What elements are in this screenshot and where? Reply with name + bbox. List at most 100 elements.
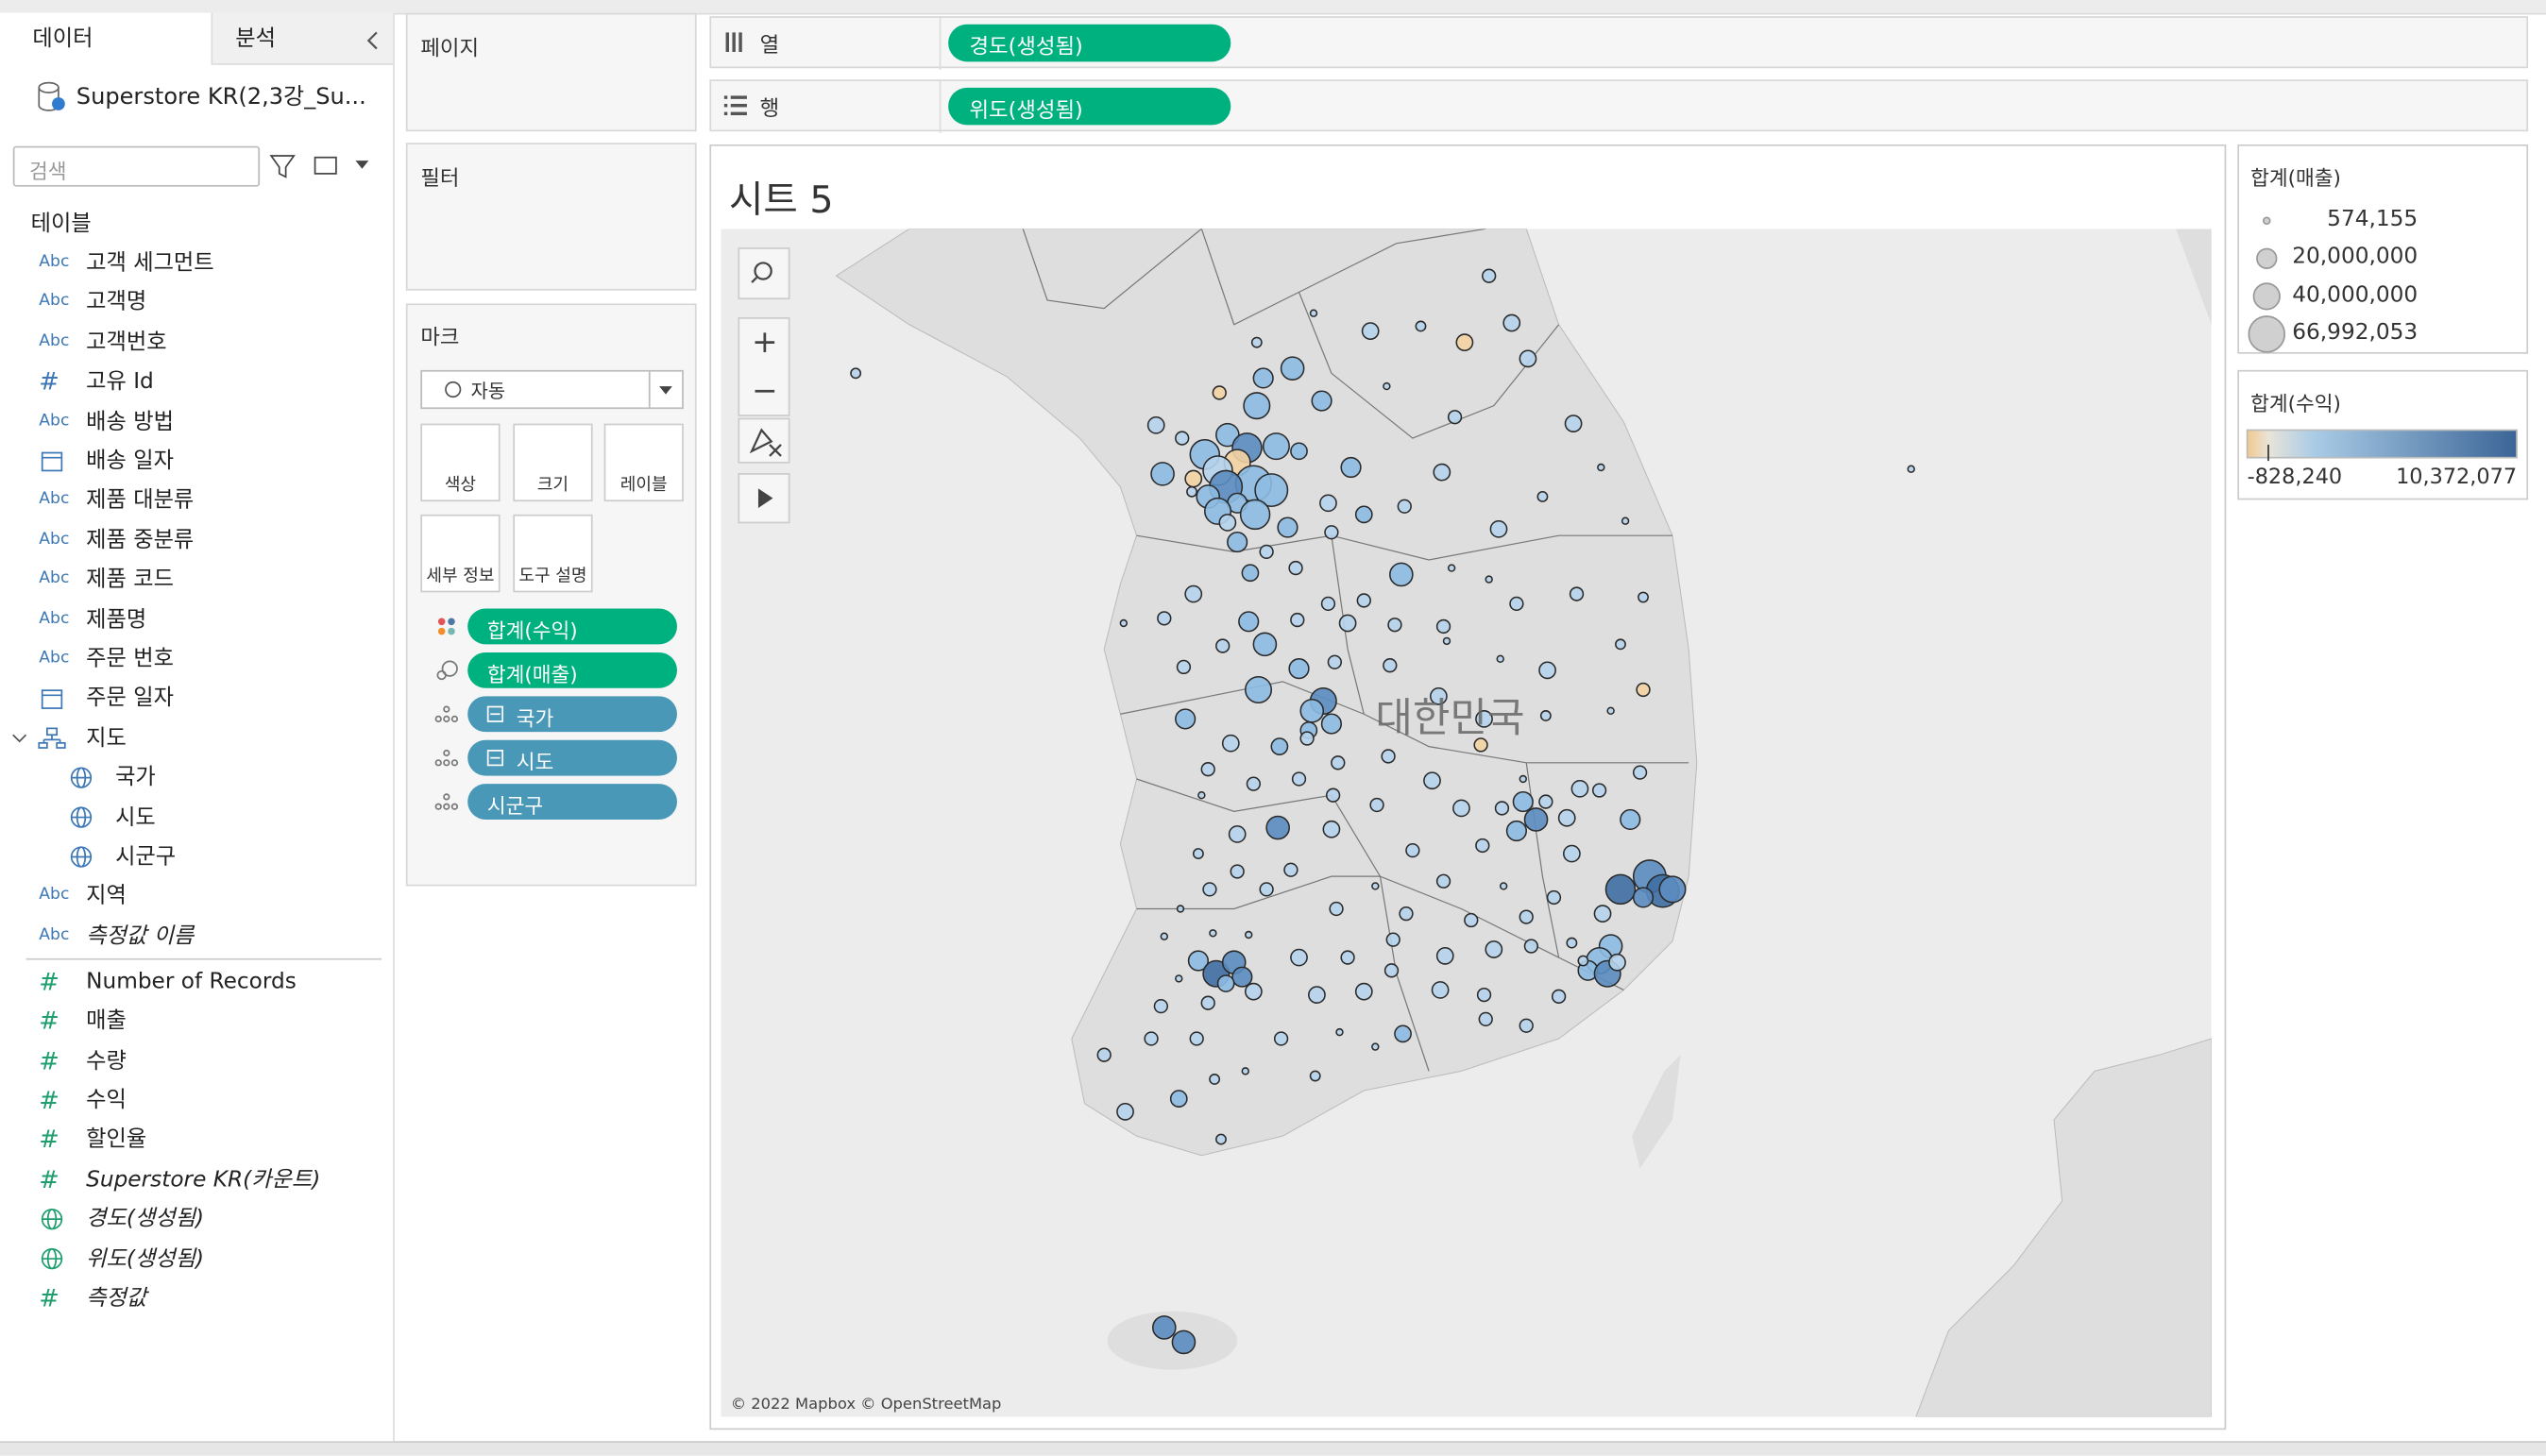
- shelf-detail-dot: [443, 705, 450, 713]
- field-name[interactable]: 할인율: [86, 1126, 147, 1153]
- map-bubble: [1176, 905, 1185, 913]
- field-name[interactable]: 시도: [115, 804, 156, 831]
- map-bubble: [1230, 864, 1245, 879]
- hier-icon-leaf: [56, 741, 66, 749]
- field-name[interactable]: 지역: [86, 883, 127, 910]
- mark-type-dropdown[interactable]: 자동: [420, 369, 684, 410]
- field-name[interactable]: 고객명: [86, 289, 147, 316]
- field-name[interactable]: 고유 Id: [86, 368, 154, 395]
- map-bubble: [1319, 494, 1337, 513]
- map-bubble: [1200, 762, 1215, 777]
- field-name[interactable]: 측정값: [86, 1285, 147, 1312]
- field-icon: Abc: [39, 490, 70, 509]
- field-name[interactable]: 국가: [115, 764, 156, 791]
- size-legend-label: 66,992,053: [2292, 319, 2419, 346]
- size-legend-label: 574,155: [2327, 206, 2419, 232]
- mark-button-label: 세부 정보: [426, 566, 495, 586]
- mark-pill[interactable]: 국가: [467, 696, 677, 733]
- map-bubble: [1638, 591, 1649, 603]
- map-bubble: [1228, 825, 1247, 843]
- field-name[interactable]: Number of Records: [86, 968, 297, 995]
- map-bubble: [1150, 462, 1175, 486]
- map-bubble: [1238, 611, 1260, 633]
- mark-button[interactable]: 세부 정보: [420, 514, 501, 593]
- map-bubble: [1320, 596, 1336, 612]
- shelf-detail-dot: [443, 793, 450, 801]
- mark-button[interactable]: 크기: [513, 423, 593, 502]
- mark-pill[interactable]: 합계(수익): [467, 608, 677, 645]
- field-name[interactable]: 주문 번호: [86, 646, 174, 672]
- map-bubble: [1329, 901, 1344, 917]
- field-name[interactable]: 위도(생성됨): [86, 1245, 205, 1272]
- field-name[interactable]: 제품 중분류: [86, 527, 195, 553]
- map-bubble: [1371, 882, 1380, 890]
- map-bubble: [1184, 584, 1203, 603]
- map-bubble: [1505, 820, 1528, 842]
- sheet-title: 시트 5: [729, 179, 834, 223]
- map-bubble: [1221, 734, 1240, 753]
- field-name[interactable]: 배송 일자: [86, 448, 174, 474]
- shelf-detail-dot: [450, 759, 459, 767]
- field-name[interactable]: 수익: [86, 1087, 127, 1114]
- rows-icon-dot: [723, 95, 728, 99]
- field-icon: Abc: [39, 649, 70, 668]
- mark-pill[interactable]: 시도: [467, 739, 677, 776]
- rows-pill[interactable]: 위도(생성됨): [948, 87, 1231, 126]
- field-name[interactable]: 지도: [86, 724, 127, 752]
- field-name[interactable]: 시군구: [115, 843, 177, 871]
- map-bubble: [1151, 1315, 1177, 1340]
- map-bubble: [1324, 525, 1339, 540]
- toolbar-zoom-in: [755, 332, 775, 352]
- shelf-size-icon: [436, 669, 447, 681]
- field-name[interactable]: 경도(생성됨): [86, 1206, 205, 1232]
- map-bubble: [1389, 562, 1414, 587]
- rows-icon-bar: [730, 111, 747, 116]
- tab-data[interactable]: 데이터: [0, 12, 212, 65]
- field-name[interactable]: 고객번호: [86, 329, 167, 356]
- tab-analysis[interactable]: 분석: [211, 12, 394, 65]
- field-name[interactable]: 주문 일자: [86, 685, 174, 712]
- field-name[interactable]: 고객 세그먼트: [86, 249, 214, 277]
- columns-pill-label: 경도(생성됨): [969, 35, 1083, 60]
- collapse-box: [486, 705, 504, 722]
- land-tsushima: [1631, 1055, 1681, 1169]
- mark-button[interactable]: 레이블: [603, 423, 684, 502]
- field-name[interactable]: Superstore KR(카운트): [86, 1166, 321, 1193]
- field-name[interactable]: 매출: [86, 1007, 127, 1035]
- mark-pill-label: 시도: [516, 750, 554, 774]
- mark-button[interactable]: 도구 설명: [513, 514, 593, 593]
- mark-pill[interactable]: 합계(매출): [467, 652, 677, 688]
- field-name[interactable]: 수량: [86, 1047, 127, 1075]
- field-name[interactable]: 제품 코드: [86, 567, 174, 593]
- search-box[interactable]: 검색: [12, 145, 261, 187]
- map-bubble: [1371, 1042, 1380, 1051]
- map-bubble: [1539, 710, 1552, 721]
- mark-pill[interactable]: 시군구: [467, 784, 677, 820]
- toolbar-search-handle: [751, 277, 758, 283]
- field-name[interactable]: 제품 대분류: [86, 487, 195, 514]
- size-legend-circle: [2252, 282, 2281, 311]
- map-bubble: [1169, 1090, 1188, 1108]
- toolbar-button: [738, 417, 790, 464]
- columns-pill[interactable]: 경도(생성됨): [948, 24, 1231, 62]
- field-name[interactable]: 배송 방법: [86, 408, 174, 434]
- mark-button[interactable]: 색상: [420, 423, 501, 502]
- field-name[interactable]: 측정값 이름: [86, 923, 195, 950]
- marks-title: 마크: [420, 326, 460, 351]
- section-header: 테이블: [30, 211, 92, 237]
- mark-pill-label: 합계(매출): [486, 662, 578, 687]
- map-bubble: [1478, 1011, 1493, 1027]
- map-bubble: [1218, 514, 1237, 532]
- map-bubble: [1564, 415, 1583, 432]
- map-bubble: [1476, 987, 1492, 1003]
- map-bubble: [1189, 1031, 1204, 1046]
- size-legend-title: 합계(매출): [2250, 165, 2341, 191]
- map-bubble: [1385, 932, 1400, 947]
- shelf-icon-dot: [448, 627, 455, 635]
- map-bubble: [1259, 544, 1274, 560]
- datasource-name[interactable]: Superstore KR(2,3강_Su...: [76, 84, 366, 110]
- field-name[interactable]: 제품명: [86, 606, 147, 633]
- shelf-detail-dot: [434, 803, 442, 810]
- map-bubble: [1435, 873, 1451, 889]
